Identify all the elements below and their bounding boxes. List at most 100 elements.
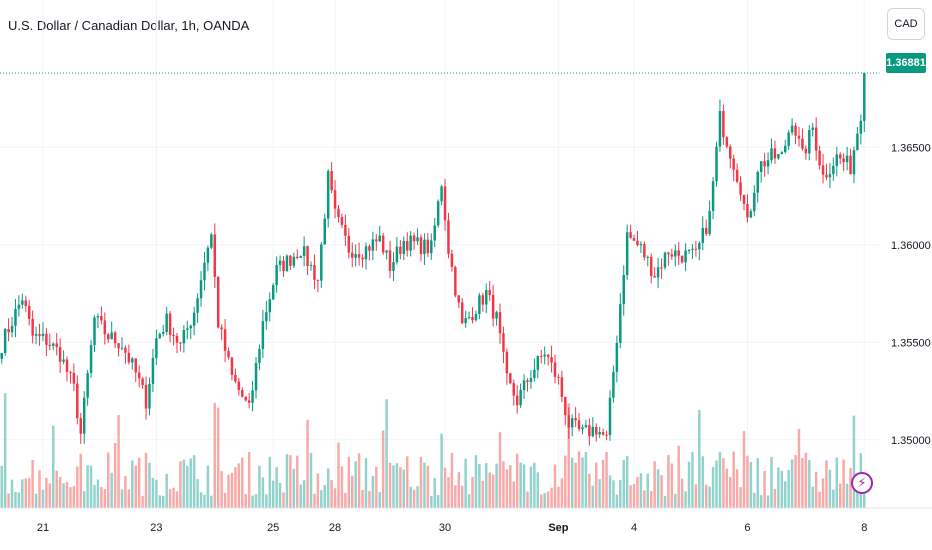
volume-bar bbox=[416, 486, 419, 508]
candle-body bbox=[388, 250, 392, 271]
volume-bar bbox=[718, 451, 722, 508]
candle-body bbox=[732, 158, 735, 170]
candle-body bbox=[787, 132, 790, 146]
volume-bar bbox=[447, 477, 450, 508]
candle-body bbox=[491, 295, 495, 319]
candle-body bbox=[577, 420, 581, 430]
candle-body bbox=[306, 246, 309, 267]
candle-body bbox=[591, 426, 595, 437]
candle-body bbox=[447, 220, 450, 254]
volume-bar bbox=[722, 458, 725, 508]
volume-bar bbox=[213, 402, 217, 508]
candle-body bbox=[347, 235, 351, 253]
volume-bar bbox=[375, 466, 378, 508]
volume-bar bbox=[0, 465, 3, 508]
candle-body bbox=[502, 333, 505, 352]
volume-bar bbox=[347, 456, 351, 508]
volume-bar bbox=[430, 495, 433, 508]
volume-bar bbox=[131, 460, 134, 508]
candle-body bbox=[436, 201, 440, 226]
candle-body bbox=[120, 347, 124, 349]
volume-bar bbox=[275, 467, 278, 508]
volume-bar bbox=[766, 495, 770, 508]
volume-bar bbox=[175, 491, 179, 508]
volume-bar bbox=[591, 485, 595, 508]
candle-body bbox=[337, 208, 340, 218]
candle-body bbox=[127, 352, 131, 363]
lightning-bolt-icon[interactable]: ⚡ bbox=[851, 472, 873, 494]
volume-bar bbox=[440, 433, 443, 508]
candle-body bbox=[759, 161, 763, 172]
volume-bar bbox=[643, 490, 646, 508]
time-tick-label: 4 bbox=[631, 522, 637, 534]
candle-body bbox=[172, 334, 175, 336]
time-tick-label: 6 bbox=[744, 522, 750, 534]
candle-body bbox=[79, 418, 82, 434]
candle-body bbox=[399, 246, 402, 254]
candle-body bbox=[189, 325, 192, 329]
candle-body bbox=[175, 335, 179, 343]
volume-bar bbox=[179, 461, 182, 508]
volume-bar bbox=[608, 475, 612, 508]
volume-bar bbox=[522, 464, 526, 508]
volume-bar bbox=[478, 464, 481, 508]
candle-body bbox=[629, 232, 632, 239]
candle-body bbox=[289, 255, 292, 266]
candle-body bbox=[340, 217, 344, 225]
price-tick-label: 1.36000 bbox=[891, 240, 931, 252]
volume-bar bbox=[821, 478, 825, 508]
volume-bar bbox=[622, 460, 625, 508]
volume-bar bbox=[811, 486, 814, 508]
candle-body bbox=[364, 246, 368, 260]
volume-bar bbox=[330, 480, 333, 508]
volume-bar bbox=[773, 488, 777, 508]
volume-bar bbox=[649, 491, 653, 508]
candle-body bbox=[230, 357, 234, 375]
volume-bar bbox=[165, 473, 168, 508]
volume-bar bbox=[746, 455, 749, 508]
volume-bar bbox=[296, 455, 299, 508]
candle-body bbox=[763, 161, 766, 167]
candle-body bbox=[519, 389, 522, 406]
volume-bar bbox=[381, 430, 385, 508]
candle-body bbox=[832, 165, 835, 175]
candle-body bbox=[488, 290, 491, 296]
volume-bar bbox=[405, 456, 409, 508]
volume-bar bbox=[711, 467, 715, 508]
volume-bar bbox=[313, 493, 316, 508]
volume-bar bbox=[323, 485, 326, 508]
candle-body bbox=[649, 256, 653, 276]
candle-body bbox=[131, 358, 134, 363]
volume-bar bbox=[808, 460, 811, 508]
volume-bar bbox=[134, 465, 137, 508]
last-price-badge: 1.36881 bbox=[886, 53, 926, 73]
candle-body bbox=[801, 138, 804, 149]
volume-bar bbox=[814, 471, 818, 508]
candle-body bbox=[24, 300, 28, 306]
volume-bar bbox=[646, 473, 650, 508]
candle-body bbox=[711, 181, 715, 211]
candle-body bbox=[643, 244, 646, 258]
candle-body bbox=[69, 372, 72, 374]
volume-bar bbox=[113, 443, 117, 508]
volume-bar bbox=[189, 458, 192, 508]
volume-bar bbox=[320, 490, 323, 508]
volume-bar bbox=[120, 489, 124, 508]
candle-body bbox=[454, 267, 457, 296]
candle-body bbox=[863, 73, 866, 121]
candle-body bbox=[808, 130, 811, 154]
candle-body bbox=[0, 352, 3, 359]
candle-body bbox=[570, 418, 574, 428]
volume-bar bbox=[460, 485, 464, 508]
volume-bar bbox=[278, 482, 282, 508]
currency-button[interactable]: CAD bbox=[887, 8, 925, 40]
candle-body bbox=[852, 150, 856, 175]
volume-bar bbox=[842, 459, 845, 508]
candle-body bbox=[749, 211, 753, 218]
candle-body bbox=[179, 342, 182, 344]
candle-body bbox=[543, 354, 546, 357]
volume-bar bbox=[856, 486, 859, 508]
volume-bar bbox=[316, 473, 320, 508]
candle-body bbox=[536, 355, 540, 370]
